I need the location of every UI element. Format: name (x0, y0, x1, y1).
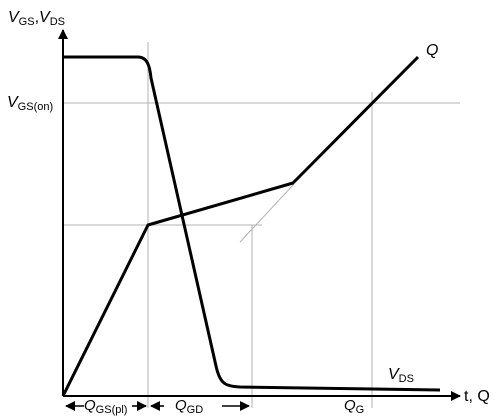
x-axis-label: t, Q (464, 388, 490, 405)
vds-curve (63, 55, 441, 392)
q-curve (61, 55, 420, 397)
guide-lines (63, 42, 460, 408)
q-gd-label: QGD (175, 397, 203, 416)
y-axis-label: VGS,VDS (8, 9, 65, 28)
q-curve-label: Q (426, 42, 438, 59)
vds-curve-label: VDS (388, 366, 414, 385)
q-g-label: QG (344, 397, 364, 416)
vgs-on-label: VGS(on) (7, 94, 53, 113)
q-gs-label: QGS(pl) (84, 397, 127, 416)
axes (58, 29, 461, 401)
q-extension-guide (239, 183, 295, 243)
